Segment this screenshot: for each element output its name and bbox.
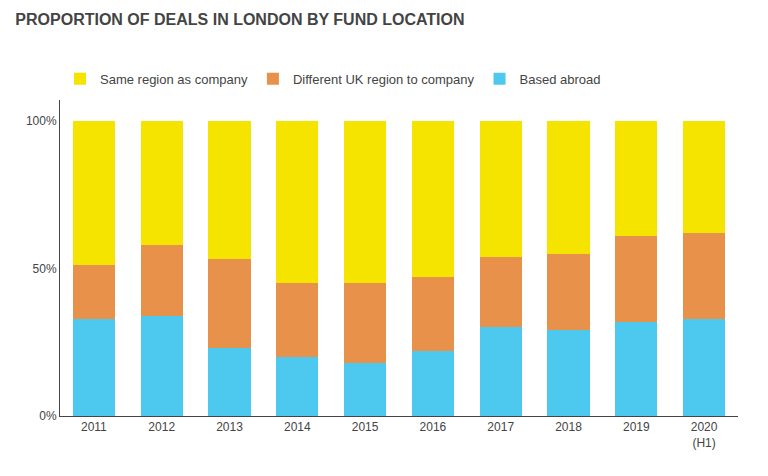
svg-text:0%: 0%: [39, 409, 57, 423]
svg-text:100%: 100%: [26, 114, 57, 128]
svg-text:PROPORTION OF DEALS IN LONDON: PROPORTION OF DEALS IN LONDON BY FUND LO…: [15, 11, 464, 28]
svg-text:50%: 50%: [33, 262, 57, 276]
svg-text:2011: 2011: [81, 420, 107, 434]
svg-text:2013: 2013: [216, 420, 243, 434]
svg-text:2020(H1): 2020(H1): [691, 420, 718, 450]
svg-text:2015: 2015: [352, 420, 379, 434]
svg-text:Based abroad: Based abroad: [520, 72, 601, 87]
svg-text:2016: 2016: [420, 420, 447, 434]
svg-text:Different UK region to company: Different UK region to company: [293, 72, 475, 87]
svg-text:2012: 2012: [148, 420, 175, 434]
svg-text:2017: 2017: [487, 420, 514, 434]
svg-text:2018: 2018: [555, 420, 582, 434]
svg-text:2019: 2019: [623, 420, 650, 434]
svg-text:Same region as company: Same region as company: [100, 72, 248, 87]
svg-text:2014: 2014: [284, 420, 311, 434]
